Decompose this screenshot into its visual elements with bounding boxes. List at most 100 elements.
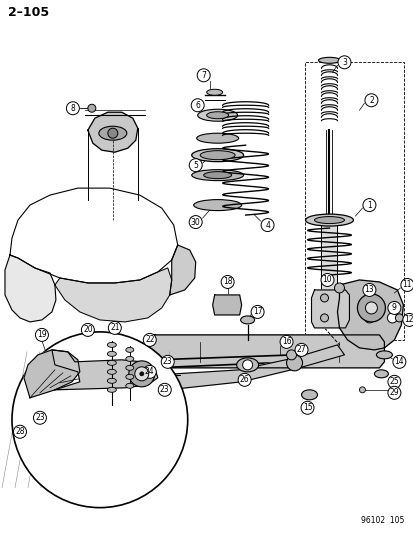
Text: 11: 11 xyxy=(402,280,411,289)
Circle shape xyxy=(363,313,373,323)
Circle shape xyxy=(261,219,273,231)
Ellipse shape xyxy=(193,199,241,211)
Circle shape xyxy=(334,283,344,293)
Polygon shape xyxy=(159,345,344,390)
Text: 21: 21 xyxy=(110,324,119,333)
Text: 10: 10 xyxy=(322,276,332,285)
Text: 7: 7 xyxy=(201,71,206,80)
Polygon shape xyxy=(212,295,241,315)
Ellipse shape xyxy=(191,149,243,161)
Circle shape xyxy=(362,199,375,212)
Text: 26: 26 xyxy=(239,375,249,384)
Circle shape xyxy=(387,302,400,314)
Bar xyxy=(304,62,404,340)
Circle shape xyxy=(143,334,156,346)
Circle shape xyxy=(189,159,202,172)
Circle shape xyxy=(107,128,118,138)
Circle shape xyxy=(221,276,234,288)
Text: 96102  105: 96102 105 xyxy=(360,515,404,524)
Ellipse shape xyxy=(126,365,133,370)
Text: 19: 19 xyxy=(37,330,47,340)
Text: 15: 15 xyxy=(302,403,311,413)
Circle shape xyxy=(400,278,413,292)
Circle shape xyxy=(36,328,48,341)
Circle shape xyxy=(81,324,94,336)
Ellipse shape xyxy=(314,216,344,223)
Circle shape xyxy=(294,343,307,357)
Circle shape xyxy=(197,69,210,82)
Polygon shape xyxy=(24,350,80,398)
Text: 16: 16 xyxy=(281,337,291,346)
Polygon shape xyxy=(88,112,138,152)
Circle shape xyxy=(320,314,328,322)
Text: 24: 24 xyxy=(145,367,154,376)
Polygon shape xyxy=(150,335,384,368)
Circle shape xyxy=(320,294,328,302)
Text: 5: 5 xyxy=(193,160,198,169)
Bar xyxy=(321,220,337,295)
Text: 12: 12 xyxy=(404,316,413,325)
Polygon shape xyxy=(55,268,171,322)
Circle shape xyxy=(242,360,252,370)
Text: 3: 3 xyxy=(341,58,346,67)
Circle shape xyxy=(365,302,377,314)
Circle shape xyxy=(356,294,385,322)
Circle shape xyxy=(191,99,204,112)
Text: 1: 1 xyxy=(366,200,371,209)
Circle shape xyxy=(158,383,171,397)
Circle shape xyxy=(286,350,296,360)
Circle shape xyxy=(12,332,187,507)
Circle shape xyxy=(320,273,333,286)
Text: 28: 28 xyxy=(15,427,25,436)
Polygon shape xyxy=(52,350,157,390)
Ellipse shape xyxy=(200,151,235,160)
Circle shape xyxy=(279,335,292,349)
Text: 23: 23 xyxy=(163,357,172,366)
Ellipse shape xyxy=(206,112,228,119)
Circle shape xyxy=(88,104,96,112)
Circle shape xyxy=(362,284,375,296)
Ellipse shape xyxy=(107,360,116,365)
Circle shape xyxy=(33,411,46,424)
Polygon shape xyxy=(337,280,402,350)
Ellipse shape xyxy=(301,390,317,400)
Text: 23: 23 xyxy=(35,413,45,422)
Text: 18: 18 xyxy=(222,278,232,286)
Text: 2: 2 xyxy=(368,96,373,105)
Text: 20: 20 xyxy=(83,326,93,334)
Text: 6: 6 xyxy=(195,101,199,110)
Polygon shape xyxy=(5,255,56,322)
Ellipse shape xyxy=(191,169,243,181)
Circle shape xyxy=(251,305,263,318)
Circle shape xyxy=(128,361,154,387)
Ellipse shape xyxy=(373,370,387,378)
Polygon shape xyxy=(311,290,349,328)
Text: 23: 23 xyxy=(159,385,169,394)
Circle shape xyxy=(286,355,302,371)
Text: 29: 29 xyxy=(389,389,398,397)
Circle shape xyxy=(387,375,400,389)
Circle shape xyxy=(108,321,121,334)
Ellipse shape xyxy=(197,109,237,121)
Circle shape xyxy=(140,372,143,376)
Circle shape xyxy=(237,373,251,386)
Ellipse shape xyxy=(126,348,133,352)
Text: 22: 22 xyxy=(145,335,154,344)
Circle shape xyxy=(358,387,365,393)
Text: 8: 8 xyxy=(70,104,75,113)
Ellipse shape xyxy=(107,342,116,348)
Circle shape xyxy=(402,313,413,326)
Circle shape xyxy=(364,94,377,107)
Ellipse shape xyxy=(375,351,392,359)
Circle shape xyxy=(14,425,26,438)
Text: 14: 14 xyxy=(394,357,403,366)
Circle shape xyxy=(143,365,156,378)
Ellipse shape xyxy=(126,374,133,379)
Circle shape xyxy=(392,356,405,368)
Text: 2–105: 2–105 xyxy=(8,6,49,19)
Ellipse shape xyxy=(126,383,133,389)
Circle shape xyxy=(135,367,148,381)
Ellipse shape xyxy=(107,369,116,374)
Text: 17: 17 xyxy=(252,308,262,317)
Circle shape xyxy=(66,102,79,115)
